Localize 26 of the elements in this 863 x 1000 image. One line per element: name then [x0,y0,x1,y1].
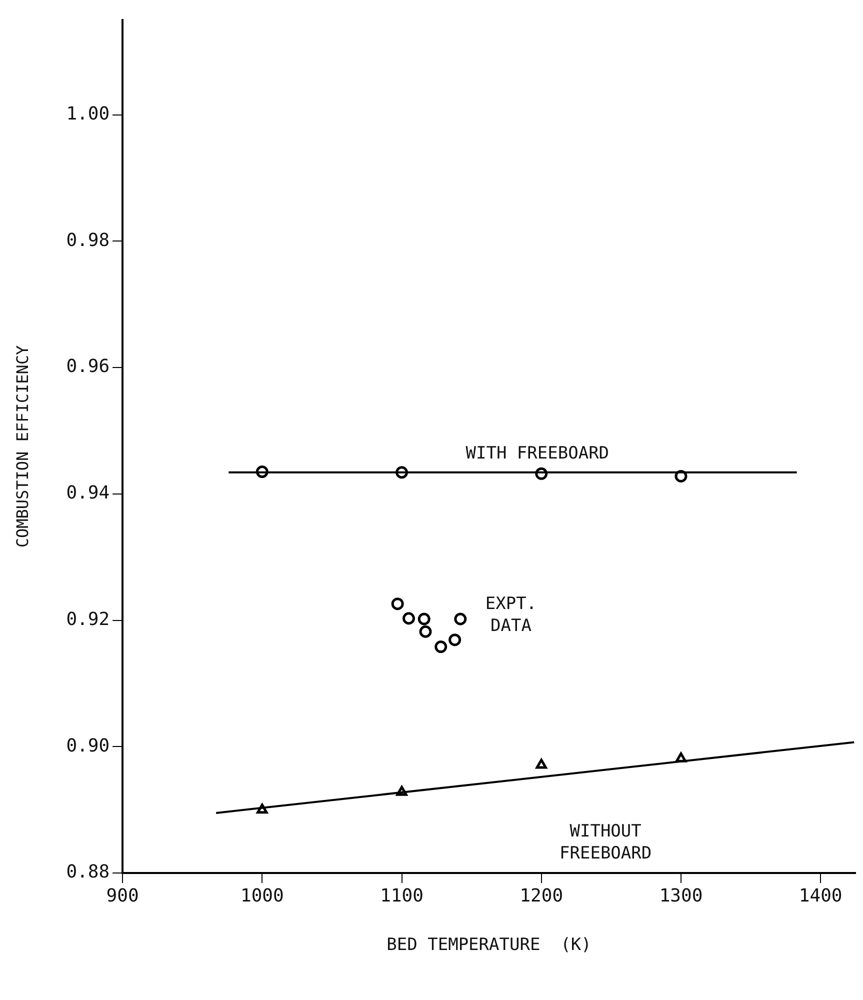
x-axis-title: BED TEMPERATURE (K) [386,935,592,956]
point [418,612,430,626]
point [536,758,547,769]
x-tick-label: 1100 [380,885,424,906]
y-tick-label: 0.96 [66,356,110,378]
annotation: WITH FREEBOARD [466,444,610,464]
point [402,612,415,625]
x-tick-label: 1200 [520,885,564,906]
x-tick-label: 1300 [659,885,703,906]
y-axis-title: COMBUSTION EFFICIENCY [12,344,32,548]
annotation: EXPT. DATA [485,594,537,636]
y-tick-label: 1.00 [66,103,110,124]
point [391,598,404,610]
point [454,612,467,626]
y-tick-label: 0.88 [66,862,110,883]
y-tick-label: 0.94 [66,482,110,504]
x-tick-label: 1000 [240,885,284,906]
annotation: WITHOUT FREEBOARD [560,822,652,864]
y-tick-label: 0.90 [66,735,110,756]
point [448,634,462,646]
x-tick-label: 900 [106,885,139,906]
y-tick-label: 0.98 [66,230,110,251]
point [434,640,448,654]
y-tick-label: 0.92 [66,608,110,630]
x-tick-label: 1400 [798,885,842,906]
point [419,625,432,638]
